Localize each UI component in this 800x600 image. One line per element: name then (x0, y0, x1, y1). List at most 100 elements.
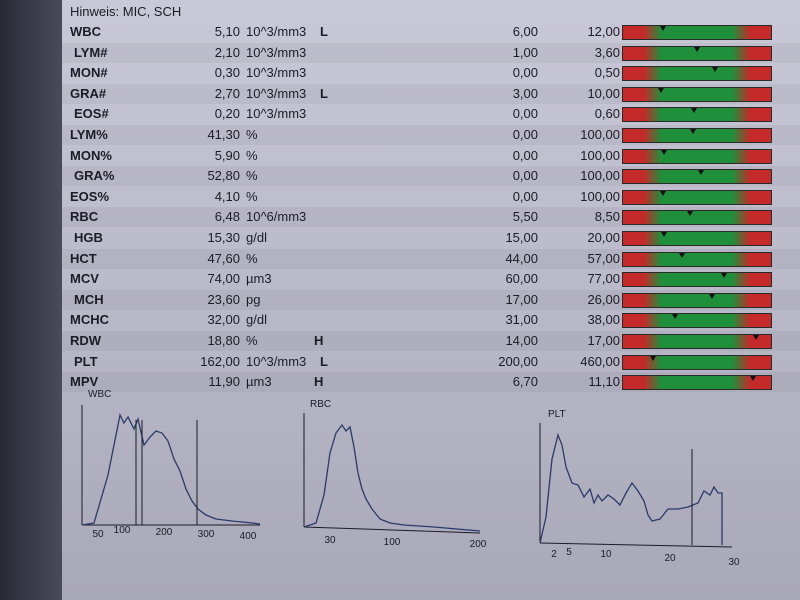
range-marker (679, 252, 686, 258)
range-bar (622, 25, 772, 40)
reference-low: 6,70 (512, 374, 538, 390)
result-value: 47,60 (207, 250, 240, 266)
result-unit: g/dl (246, 230, 267, 245)
range-marker (691, 108, 698, 114)
range-marker (658, 87, 665, 93)
result-row: HCT 47,60% 44,00 57,00 (62, 248, 800, 269)
result-unit: µm3 (246, 374, 272, 390)
reference-high: 0,50 (594, 65, 620, 81)
result-row: GRA% 52,80% 0,00 100,00 (62, 166, 800, 187)
parameter-name: MCHC (70, 312, 109, 328)
result-row: MCHC 32,00 g/dl 31,00 38,00 (62, 310, 800, 330)
range-marker (694, 46, 700, 52)
result-row: EOS# 0,20 10^3/mm3 0,00 0,60 (62, 104, 800, 124)
range-bar (622, 231, 772, 246)
reference-high: 100,00 (580, 147, 620, 163)
range-bar (622, 45, 772, 61)
plt-histogram: PLT 2 5 10 20 30 (532, 405, 752, 570)
rbc-x-axis (303, 526, 481, 534)
range-marker (661, 232, 668, 237)
wbc-histogram-title: WBC (88, 389, 111, 400)
parameter-name: EOS# (74, 106, 109, 122)
result-row: EOS% 4,10% 0,00 100,00 (62, 187, 800, 207)
reference-low: 17,00 (505, 291, 538, 307)
range-bar (622, 86, 772, 102)
result-value: 6,48 (214, 209, 240, 225)
range-marker (671, 314, 678, 320)
parameter-name: MCV (70, 271, 99, 287)
range-bar (622, 354, 772, 370)
range-marker (753, 335, 760, 340)
parameter-name: WBC (70, 24, 102, 39)
result-unit: 10^3/mm3 (246, 65, 307, 81)
result-flag: L (320, 85, 328, 101)
result-value: 5,10 (214, 24, 240, 39)
reference-low: 1,00 (512, 44, 538, 60)
reference-high: 100,00 (580, 168, 620, 184)
wbc-tick-100: 100 (114, 525, 131, 536)
reference-low: 60,00 (505, 271, 538, 287)
result-row: LYM% 41,30% 0,00 100,00 (62, 125, 800, 145)
reference-low: 6,00 (512, 24, 538, 39)
result-value: 5,90 (214, 147, 240, 163)
parameter-name: HGB (74, 230, 103, 245)
rbc-tick-200: 200 (470, 539, 487, 550)
result-unit: % (246, 333, 258, 348)
range-bar (622, 251, 772, 267)
wbc-tick-50: 50 (92, 529, 104, 540)
reference-high: 38,00 (587, 312, 620, 328)
result-unit: 10^3/mm3 (246, 24, 307, 39)
reference-low: 0,00 (512, 106, 538, 122)
result-unit: 10^6/mm3 (246, 209, 307, 225)
result-value: 52,80 (207, 168, 240, 184)
range-bar (622, 210, 772, 226)
parameter-name: GRA# (70, 85, 107, 101)
reference-low: 200,00 (498, 353, 538, 369)
parameter-name: MON% (70, 147, 112, 163)
result-value: 11,90 (208, 374, 240, 390)
wbc-tick-400: 400 (240, 531, 257, 542)
result-value: 74,00 (207, 271, 240, 287)
reference-high: 12,00 (587, 24, 620, 39)
rbc-histogram-title: RBC (310, 399, 331, 410)
lab-report-page: Hinweis: MIC, SCH WBC 5,10 10^3/mm3 L 6,00 12… (62, 0, 800, 600)
report-note: Hinweis: MIC, SCH (70, 4, 182, 19)
result-row: PLT 162,00 10^3/mm3 L 200,00 460,00 (62, 352, 800, 372)
result-row: GRA# 2,70 10^3/mm3 L 3,00 10,00 (62, 83, 800, 104)
range-bar (622, 169, 772, 185)
reference-high: 26,00 (587, 291, 620, 307)
range-marker (659, 190, 666, 196)
range-marker (711, 67, 718, 73)
reference-high: 57,00 (587, 250, 620, 266)
reference-high: 8,50 (594, 209, 620, 225)
reference-low: 5,50 (512, 209, 538, 225)
result-unit: % (246, 147, 258, 163)
result-value: 2,10 (214, 44, 240, 60)
result-unit: 10^3/mm3 (246, 44, 307, 60)
range-bar (622, 334, 772, 349)
result-value: 162,00 (200, 353, 240, 369)
parameter-name: PLT (74, 353, 98, 369)
range-bar (622, 148, 772, 164)
reference-high: 0,60 (594, 106, 620, 122)
reference-low: 44,00 (505, 250, 538, 266)
parameter-name: LYM% (70, 127, 108, 142)
plt-x-axis (539, 542, 733, 548)
reference-low: 31,00 (505, 312, 538, 328)
parameter-name: EOS% (70, 188, 110, 204)
result-row: MPV 11,90 µm3 H 6,70 11,10 (62, 372, 800, 393)
wbc-tick-200: 200 (156, 527, 173, 538)
result-flag: H (314, 374, 324, 390)
reference-high: 10,00 (587, 85, 620, 101)
range-marker (659, 26, 666, 31)
range-marker (689, 129, 696, 134)
range-bar (622, 128, 772, 143)
result-value: 2,70 (214, 85, 240, 101)
wbc-histogram: WBC 50 100 200 300 400 (72, 385, 272, 545)
reference-low: 0,00 (512, 65, 538, 81)
parameter-name: HCT (70, 250, 97, 266)
parameter-name: MPV (70, 374, 99, 390)
reference-low: 15,00 (505, 230, 538, 245)
parameter-name: LYM# (74, 44, 108, 60)
reference-high: 77,00 (587, 271, 620, 287)
